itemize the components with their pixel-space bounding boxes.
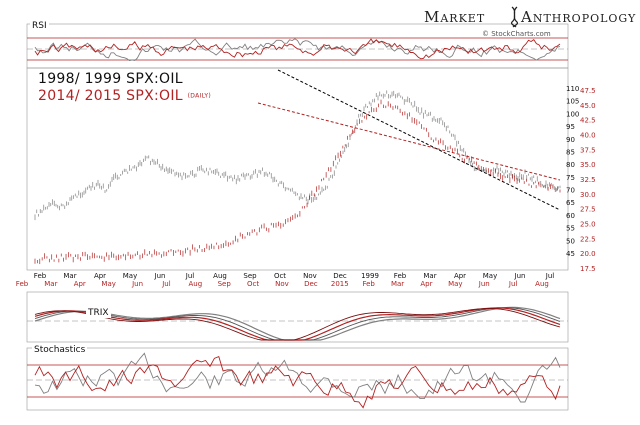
- y-tick-black-75: 75: [566, 174, 575, 182]
- trix-line-2014-b: [34, 308, 561, 341]
- price-panel-frame: [26, 67, 569, 271]
- stochastics-series-group: [34, 352, 561, 409]
- x-tick-black-3: May: [123, 272, 137, 280]
- y-tick-black-70: 70: [566, 187, 575, 195]
- x-tick-red-11: 2015: [331, 280, 349, 288]
- x-tick-red-13: Mar: [391, 280, 404, 288]
- x-tick-red-0: Feb: [16, 280, 29, 288]
- y-tick-group: 110 105 100 95 90 85 80 75 70 65 60 55 50 45 47.5 45.0 4…: [566, 85, 596, 273]
- x-tick-black-5: Jul: [185, 272, 195, 280]
- rsi-line-2014: [34, 38, 561, 60]
- x-tick-black-1: Mar: [63, 272, 76, 280]
- x-tick-red-6: Aug: [188, 280, 202, 288]
- x-tick-black-10: Dec: [333, 272, 347, 280]
- black-downtrend-line: [277, 69, 561, 211]
- y-tick-black-50: 50: [566, 237, 575, 245]
- x-tick-red-2: Apr: [74, 280, 86, 288]
- y-tick-black-45: 45: [566, 250, 575, 258]
- rsi-series-group: [34, 38, 561, 62]
- x-tick-black-13: Mar: [423, 272, 436, 280]
- y-tick-red-25.0: 25.0: [580, 221, 596, 229]
- x-tick-red-16: Jun: [478, 280, 490, 288]
- x-tick-group: Feb Mar Apr May Jun Jul Aug Sep Oct Nov Dec 1999 Feb…: [16, 272, 554, 288]
- y-tick-red-22.5: 22.5: [580, 235, 596, 243]
- stoch-line-2014: [34, 356, 561, 409]
- x-tick-black-7: Sep: [243, 272, 257, 280]
- y-tick-red-37.5: 37.5: [580, 146, 596, 154]
- x-tick-red-10: Dec: [304, 280, 318, 288]
- trix-label: TRIX: [86, 308, 111, 318]
- x-tick-red-7: Sep: [218, 280, 232, 288]
- rsi-label: RSI: [30, 21, 49, 31]
- legend-2014-series-text: 2014/ 2015 SPX:OIL: [38, 88, 183, 104]
- y-tick-black-80: 80: [566, 161, 575, 169]
- x-tick-red-15: May: [448, 280, 462, 288]
- stockcharts-credit: © StockCharts.com: [482, 30, 551, 38]
- brand-title-part2: Anthropology: [521, 8, 637, 26]
- x-tick-red-12: Feb: [362, 280, 375, 288]
- rsi-line-1998: [34, 38, 561, 62]
- x-tick-black-8: Oct: [274, 272, 286, 280]
- y-tick-red-40.0: 40.0: [580, 132, 596, 140]
- y-tick-black-95: 95: [566, 123, 575, 131]
- trix-line-1998-b: [34, 307, 561, 341]
- y-tick-red-17.5: 17.5: [580, 265, 596, 273]
- x-tick-black-4: Jun: [154, 272, 166, 280]
- dna-helix-icon: [510, 6, 519, 28]
- stochastics-panel-frame: [26, 347, 569, 411]
- x-tick-red-17: Jul: [508, 280, 518, 288]
- y-tick-black-110: 110: [566, 85, 579, 93]
- x-tick-black-6: Aug: [213, 272, 227, 280]
- legend-2014-series: 2014/ 2015 SPX:OIL (DAILY): [38, 88, 211, 104]
- x-tick-red-4: Jun: [131, 280, 143, 288]
- stochastics-label: Stochastics: [32, 345, 88, 355]
- y-tick-black-90: 90: [566, 136, 575, 144]
- x-tick-red-14: Apr: [420, 280, 432, 288]
- legend-2014-series-note: (DAILY): [187, 92, 212, 100]
- y-tick-black-65: 65: [566, 199, 575, 207]
- x-tick-red-18: Aug: [535, 280, 549, 288]
- y-tick-black-100: 100: [566, 110, 579, 118]
- red-downtrend-line: [257, 102, 561, 181]
- y-tick-red-20.0: 20.0: [580, 250, 596, 258]
- price-series-group: [34, 90, 561, 265]
- x-tick-black-11: 1999: [361, 272, 379, 280]
- x-tick-black-16: Jun: [514, 272, 526, 280]
- y-tick-red-32.5: 32.5: [580, 176, 596, 184]
- x-tick-black-15: May: [483, 272, 497, 280]
- y-tick-black-55: 55: [566, 225, 575, 233]
- trix-line-1998-a: [34, 306, 561, 341]
- x-tick-red-3: May: [101, 280, 115, 288]
- y-tick-red-42.5: 42.5: [580, 117, 596, 125]
- x-tick-red-5: Jul: [161, 280, 171, 288]
- legend-1998-series: 1998/ 1999 SPX:OIL: [38, 71, 183, 87]
- trix-panel-frame: [26, 291, 569, 343]
- trix-line-2014-a: [34, 307, 561, 341]
- brand-title-part1: Market: [424, 8, 486, 26]
- stoch-line-1998: [34, 352, 561, 403]
- x-tick-black-9: Nov: [303, 272, 317, 280]
- trix-series-group: [34, 306, 561, 341]
- y-tick-red-47.5: 47.5: [580, 87, 596, 95]
- y-tick-red-27.5: 27.5: [580, 206, 596, 214]
- y-tick-red-30.0: 30.0: [580, 191, 596, 199]
- trendline-group: [257, 69, 561, 211]
- x-tick-red-9: Nov: [275, 280, 289, 288]
- y-tick-black-105: 105: [566, 98, 579, 106]
- x-tick-black-14: Apr: [454, 272, 466, 280]
- brand-title: Market Anthropology: [418, 6, 635, 30]
- x-tick-black-17: Jul: [545, 272, 555, 280]
- x-tick-black-12: Feb: [394, 272, 407, 280]
- x-tick-red-1: Mar: [44, 280, 57, 288]
- x-tick-black-0: Feb: [34, 272, 47, 280]
- y-tick-red-45.0: 45.0: [580, 102, 596, 110]
- y-tick-black-60: 60: [566, 212, 575, 220]
- y-tick-black-85: 85: [566, 148, 575, 156]
- x-tick-black-2: Apr: [94, 272, 106, 280]
- x-tick-red-8: Oct: [247, 280, 259, 288]
- y-tick-red-35.0: 35.0: [580, 161, 596, 169]
